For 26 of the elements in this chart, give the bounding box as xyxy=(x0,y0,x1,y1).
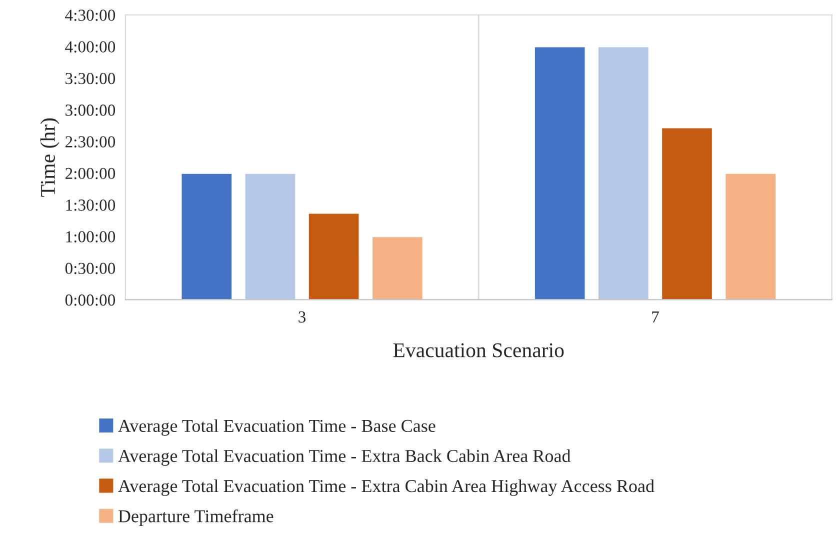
x-tick-label: 7 xyxy=(652,312,659,322)
y-tick-label: 3:30:00 xyxy=(66,72,116,84)
bar xyxy=(724,172,777,300)
legend-label: Average Total Evacuation Time - Extra Cabin Area Highway Access Road xyxy=(118,479,654,496)
bar xyxy=(534,46,586,300)
legend-label: Average Total Evacuation Time - Extra Back Cabin Area Road xyxy=(118,449,571,466)
legend-label: Departure Timeframe xyxy=(118,509,274,526)
bar xyxy=(180,172,233,300)
bar xyxy=(307,212,360,300)
x-tick-label: 3 xyxy=(298,311,306,323)
bar xyxy=(597,46,650,300)
y-tick-label: 1:30:00 xyxy=(66,199,116,211)
bar xyxy=(371,236,424,300)
x-axis-title: Evacuation Scenario xyxy=(393,343,564,358)
y-tick-label: 4:00:00 xyxy=(65,41,116,53)
y-tick-label: 1:00:00 xyxy=(66,231,116,242)
y-axis-title: Time (hr) xyxy=(40,118,60,197)
y-tick-label: 2:30:00 xyxy=(65,136,116,148)
bar xyxy=(660,126,714,300)
legend-label: Average Total Evacuation Time - Base Case xyxy=(118,419,436,436)
y-tick-label: 3:00:00 xyxy=(66,104,116,116)
y-tick-label: 0:30:00 xyxy=(65,262,116,274)
y-tick-label: 4:30:00 xyxy=(65,10,116,21)
y-tick-label: 2:00:00 xyxy=(65,168,116,180)
bar xyxy=(244,172,297,300)
y-tick-label: 0:00:00 xyxy=(65,294,116,306)
